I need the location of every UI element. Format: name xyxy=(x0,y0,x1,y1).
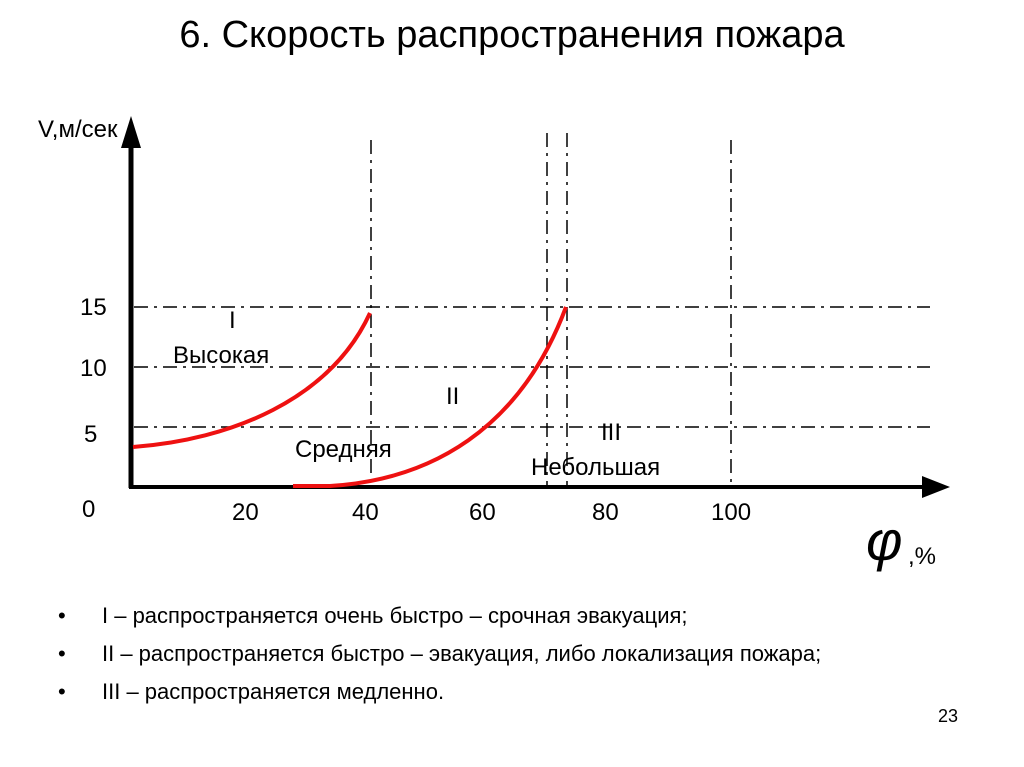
bullet-item-2: • II – распространяется быстро – эвакуац… xyxy=(58,640,958,667)
vertical-gridlines xyxy=(370,133,732,486)
zone-1-numeral: I xyxy=(229,307,236,334)
x-tick-80: 80 xyxy=(592,499,619,526)
slide-title: 6. Скорость распространения пожара xyxy=(179,14,845,56)
zone-1-label: Высокая xyxy=(173,342,269,369)
curve-zone-1 xyxy=(132,312,372,449)
x-axis-arrow-icon xyxy=(922,476,950,498)
bullet-text: II – распространяется быстро – эвакуация… xyxy=(102,641,822,666)
y-tick-0: 0 xyxy=(82,496,95,523)
bullet-marker: • xyxy=(58,679,66,704)
y-tick-5: 5 xyxy=(84,421,97,448)
y-tick-10: 10 xyxy=(80,355,107,382)
fire-speed-chart: V,м/сек 15 10 5 0 20 40 60 80 100 φ ,% I… xyxy=(38,116,950,572)
bullet-text: I – распространяется очень быстро – сроч… xyxy=(102,603,688,628)
zone-2-numeral: II xyxy=(446,383,459,410)
bullet-marker: • xyxy=(58,603,66,628)
zone-2-label: Средняя xyxy=(295,436,392,463)
horizontal-gridlines xyxy=(134,306,930,428)
bullet-marker: • xyxy=(58,641,66,666)
y-axis-arrow-icon xyxy=(121,116,141,148)
zone-3-label: Небольшая xyxy=(531,454,660,481)
zone-3-numeral: III xyxy=(601,419,621,446)
curve-zone-2 xyxy=(293,306,568,488)
bullet-item-1: • I – распространяется очень быстро – ср… xyxy=(58,602,958,629)
page-number: 23 xyxy=(938,706,959,726)
x-tick-100: 100 xyxy=(711,499,751,526)
y-axis-label: V,м/сек xyxy=(38,116,118,143)
x-tick-20: 20 xyxy=(232,499,259,526)
x-axis-unit: ,% xyxy=(908,543,936,570)
y-tick-15: 15 xyxy=(80,294,107,321)
x-tick-40: 40 xyxy=(352,499,379,526)
axes xyxy=(121,116,950,498)
x-axis-symbol: φ xyxy=(866,509,903,572)
bullet-text: III – распространяется медленно. xyxy=(102,679,445,704)
legend-bullet-list: • I – распространяется очень быстро – ср… xyxy=(58,602,958,716)
x-tick-60: 60 xyxy=(469,499,496,526)
bullet-item-3: • III – распространяется медленно. xyxy=(58,678,958,705)
